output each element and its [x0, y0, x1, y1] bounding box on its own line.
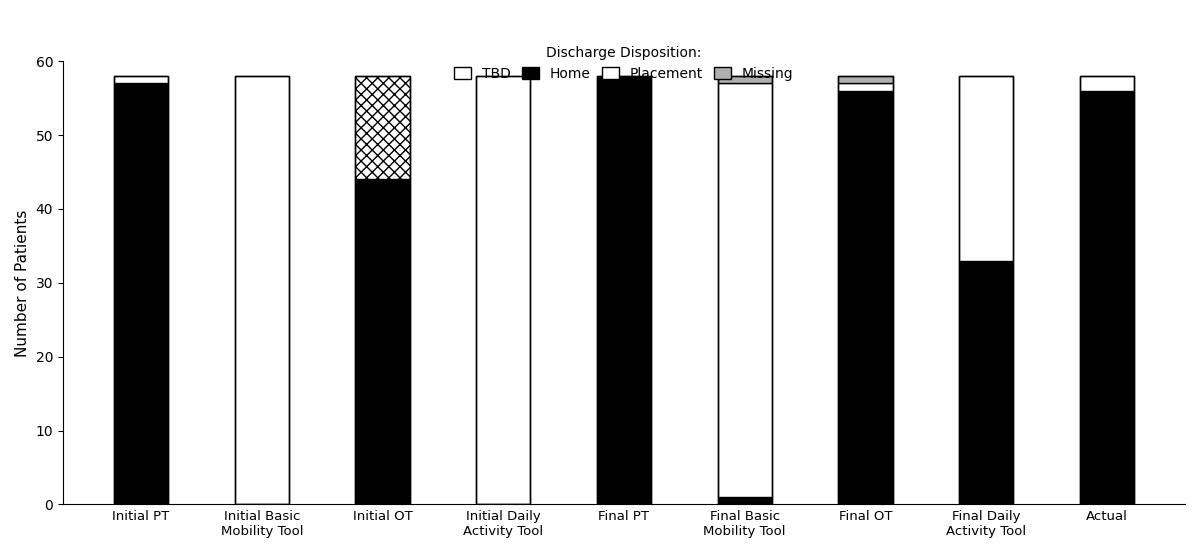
- Bar: [355, 76, 409, 179]
- Legend: TBD, Home, Placement, Missing: TBD, Home, Placement, Missing: [450, 41, 798, 85]
- Bar: [839, 76, 893, 504]
- Bar: [355, 179, 409, 504]
- Bar: [235, 76, 289, 504]
- Bar: [718, 76, 772, 504]
- Bar: [114, 84, 168, 504]
- Bar: [355, 76, 409, 504]
- Bar: [959, 260, 1013, 504]
- Bar: [959, 76, 1013, 260]
- Bar: [596, 76, 652, 504]
- Bar: [718, 84, 772, 497]
- Bar: [596, 76, 652, 504]
- Bar: [114, 76, 168, 504]
- Bar: [839, 91, 893, 504]
- Bar: [839, 76, 893, 84]
- Bar: [718, 76, 772, 84]
- Bar: [1080, 76, 1134, 91]
- Bar: [1080, 91, 1134, 504]
- Bar: [718, 497, 772, 504]
- Bar: [235, 76, 289, 504]
- Bar: [839, 84, 893, 91]
- Bar: [476, 76, 530, 504]
- Bar: [1080, 76, 1134, 504]
- Bar: [959, 76, 1013, 504]
- Y-axis label: Number of Patients: Number of Patients: [16, 209, 30, 357]
- Bar: [476, 76, 530, 504]
- Bar: [114, 76, 168, 84]
